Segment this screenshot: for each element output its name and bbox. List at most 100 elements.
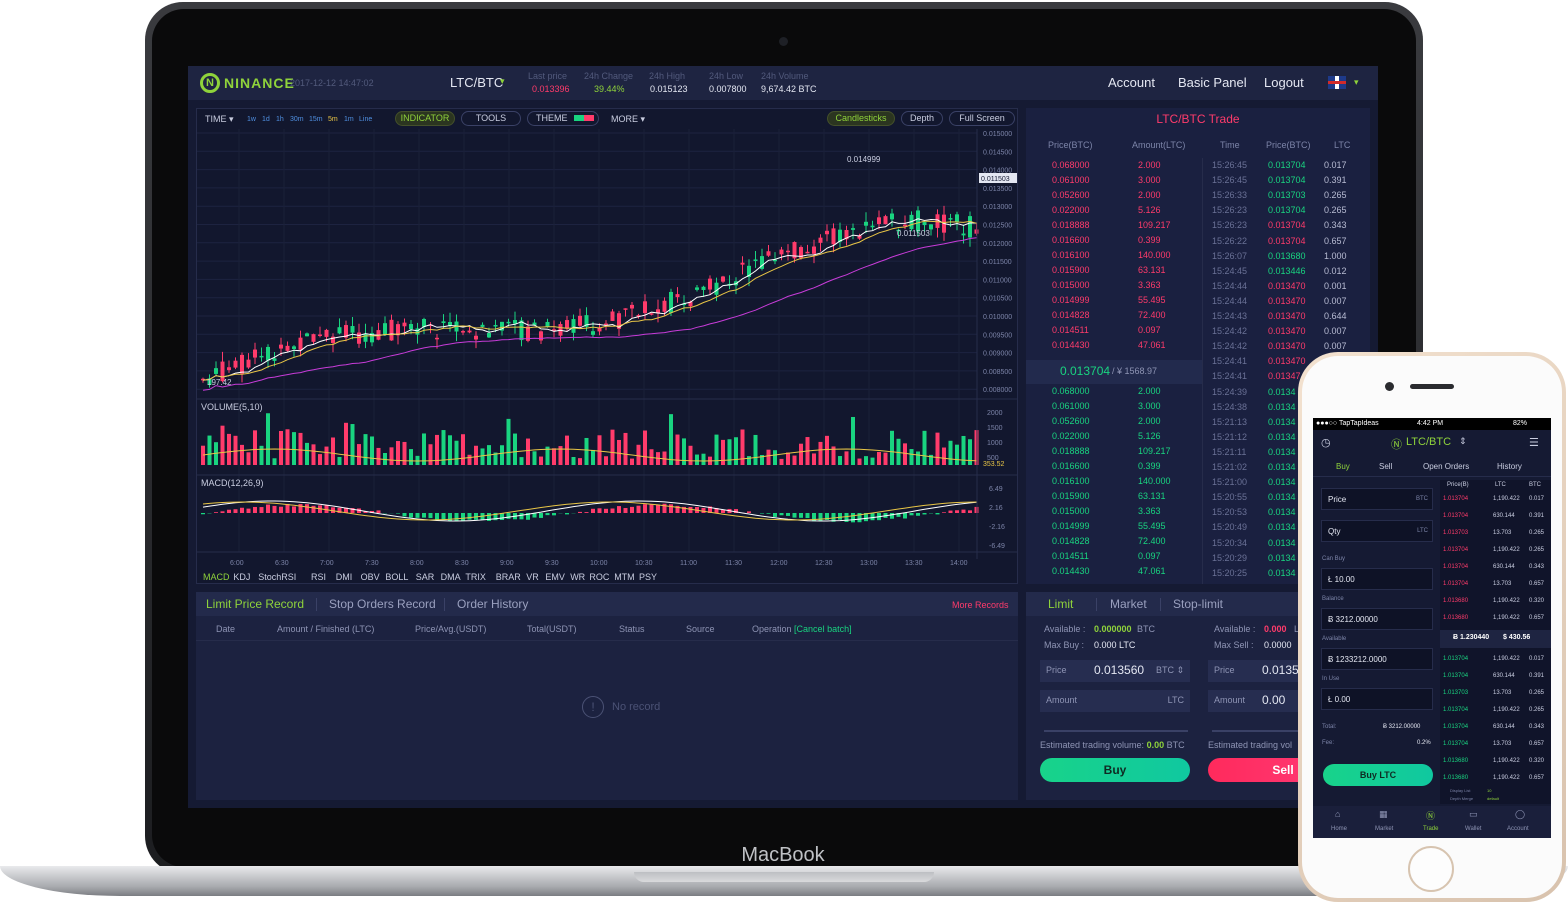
indicator-tab-wr[interactable]: WR <box>570 572 586 582</box>
pair-selector[interactable]: LTC/BTC <box>450 75 504 90</box>
buy-price-value[interactable]: 0.013560 <box>1094 663 1145 677</box>
tab-stop-limit[interactable]: Stop-limit <box>1173 597 1224 611</box>
uk-flag-icon[interactable] <box>1328 76 1346 89</box>
buy-amount-field[interactable]: Amount LTC <box>1040 690 1190 712</box>
indicator-tab-obv[interactable]: OBV <box>360 572 380 582</box>
sell-price-value[interactable]: 0.0135 <box>1262 663 1299 677</box>
phone-bid-price[interactable]: 1.013704 <box>1443 673 1469 679</box>
ask-price[interactable]: 0.016100 <box>1052 250 1090 260</box>
ask-price[interactable]: 0.022000 <box>1052 205 1090 215</box>
market-icon[interactable]: ▦ <box>1379 809 1388 819</box>
tab-market[interactable]: Market <box>1110 597 1147 611</box>
sort-icon[interactable]: ⇕ <box>1459 436 1467 446</box>
activity-icon[interactable]: ◷ <box>1321 437 1331 449</box>
stepper-icon[interactable]: ⇕ <box>1176 665 1184 675</box>
res-1m[interactable]: 1m <box>344 116 354 123</box>
nav-account-phone[interactable]: Account <box>1507 826 1529 832</box>
nav-basic-panel[interactable]: Basic Panel <box>1178 75 1247 90</box>
phone-bid-price[interactable]: 1.013704 <box>1443 724 1469 730</box>
bid-price[interactable]: 0.014999 <box>1052 521 1090 531</box>
home-icon[interactable]: ⌂ <box>1335 809 1341 819</box>
indicator-tab-rsi[interactable]: RSI <box>311 572 327 582</box>
phone-home-button[interactable] <box>1408 846 1454 892</box>
phone-bid-price[interactable]: 1.013704 <box>1443 741 1469 747</box>
nav-market[interactable]: Market <box>1375 826 1394 832</box>
indicator-tab-dmi[interactable]: DMI <box>335 572 353 582</box>
ask-price[interactable]: 0.015900 <box>1052 265 1090 275</box>
ask-price[interactable]: 0.052600 <box>1052 190 1090 200</box>
depth-button[interactable]: Depth <box>901 111 943 126</box>
indicator-tab-stochrsi[interactable]: StochRSI <box>258 572 297 582</box>
indicator-tab-boll[interactable]: BOLL <box>385 572 409 582</box>
phone-tab-buy[interactable]: Buy <box>1336 462 1350 471</box>
bid-price[interactable]: 0.014828 <box>1052 536 1090 546</box>
phone-bid-price[interactable]: 1.013680 <box>1443 775 1469 781</box>
indicator-tab-macd[interactable]: MACD <box>203 572 230 582</box>
candlesticks-button[interactable]: Candlesticks <box>827 111 895 126</box>
ask-price[interactable]: 0.061000 <box>1052 175 1090 185</box>
ask-price[interactable]: 0.014999 <box>1052 295 1090 305</box>
phone-ask-price[interactable]: 1.013704 <box>1443 513 1469 519</box>
tab-order-history[interactable]: Order History <box>457 597 529 611</box>
tab-stop-orders-record[interactable]: Stop Orders Record <box>329 597 436 611</box>
bid-price[interactable]: 0.052600 <box>1052 416 1090 426</box>
menu-icon[interactable]: ☰ <box>1529 437 1539 449</box>
trade-icon[interactable]: Ⓝ <box>1426 811 1436 821</box>
more-records-link[interactable]: More Records <box>952 600 1009 610</box>
depth-merge-value[interactable]: default <box>1487 796 1500 801</box>
indicator-tab-brar[interactable]: BRAR <box>495 572 521 582</box>
bid-price[interactable]: 0.068000 <box>1052 386 1090 396</box>
more-dropdown[interactable]: MORE ▾ <box>611 114 646 124</box>
indicator-tab-sar[interactable]: SAR <box>415 572 435 582</box>
phone-qty-field[interactable]: Qty LTC <box>1321 520 1433 542</box>
sell-amount-value[interactable]: 0.00 <box>1262 693 1286 707</box>
phone-ask-price[interactable]: 1.013704 <box>1443 581 1469 587</box>
display-list-value[interactable]: 10 <box>1487 788 1492 793</box>
phone-ask-price[interactable]: 1.013680 <box>1443 598 1469 604</box>
bid-price[interactable]: 0.061000 <box>1052 401 1090 411</box>
chevron-down-icon[interactable]: ▾ <box>1354 77 1359 87</box>
indicator-tab-trix[interactable]: TRIX <box>465 572 486 582</box>
nav-wallet[interactable]: Wallet <box>1465 826 1482 832</box>
phone-tab-history[interactable]: History <box>1497 462 1522 471</box>
account-icon[interactable]: ◯ <box>1515 809 1526 819</box>
ask-price[interactable]: 0.015000 <box>1052 280 1090 290</box>
buy-button[interactable]: Buy <box>1040 758 1190 782</box>
phone-ask-price[interactable]: 1.013704 <box>1443 564 1469 570</box>
indicator-button[interactable]: INDICATOR <box>395 111 455 126</box>
phone-ask-price[interactable]: 1.013703 <box>1443 530 1469 536</box>
indicator-tab-roc[interactable]: ROC <box>589 572 610 582</box>
indicator-tab-vr[interactable]: VR <box>526 572 539 582</box>
res-line[interactable]: Line <box>359 116 373 123</box>
phone-bid-price[interactable]: 1.013704 <box>1443 656 1469 662</box>
theme-button[interactable]: THEME <box>527 111 599 126</box>
bid-price[interactable]: 0.016600 <box>1052 461 1090 471</box>
price-chart[interactable]: 0.015000 0.014500 0.014000 0.013500 0.013000… <box>197 129 1017 571</box>
bid-price[interactable]: 0.022000 <box>1052 431 1090 441</box>
res-1h[interactable]: 1h <box>276 116 284 123</box>
phone-tab-sell[interactable]: Sell <box>1379 462 1393 471</box>
ask-price[interactable]: 0.018888 <box>1052 220 1090 230</box>
indicator-tab-mtm[interactable]: MTM <box>614 572 635 582</box>
bid-price[interactable]: 0.018888 <box>1052 446 1090 456</box>
tab-limit[interactable]: Limit <box>1048 597 1074 611</box>
res-30m[interactable]: 30m <box>290 116 304 123</box>
buy-amount-slider[interactable] <box>1044 730 1188 732</box>
bid-price[interactable]: 0.014430 <box>1052 566 1090 576</box>
cancel-batch-link[interactable]: [Cancel batch] <box>794 624 852 634</box>
indicator-tab-emv[interactable]: EMV <box>545 572 565 582</box>
tab-limit-price-record[interactable]: Limit Price Record <box>206 597 305 611</box>
phone-ask-price[interactable]: 1.013680 <box>1443 615 1469 621</box>
nav-trade[interactable]: Trade <box>1423 826 1439 832</box>
phone-ask-price[interactable]: 1.013704 <box>1443 547 1469 553</box>
time-dropdown[interactable]: TIME ▾ <box>205 114 234 124</box>
fullscreen-button[interactable]: Full Screen <box>949 111 1015 126</box>
res-15m[interactable]: 15m <box>309 116 323 123</box>
res-5m[interactable]: 5m <box>328 116 338 123</box>
buy-price-field[interactable]: Price 0.013560 BTC ⇕ <box>1040 660 1190 682</box>
bid-price[interactable]: 0.014511 <box>1052 551 1089 561</box>
ask-price[interactable]: 0.014828 <box>1052 310 1090 320</box>
ask-price[interactable]: 0.014430 <box>1052 340 1090 350</box>
bid-price[interactable]: 0.015000 <box>1052 506 1090 516</box>
ask-price[interactable]: 0.016600 <box>1052 235 1090 245</box>
